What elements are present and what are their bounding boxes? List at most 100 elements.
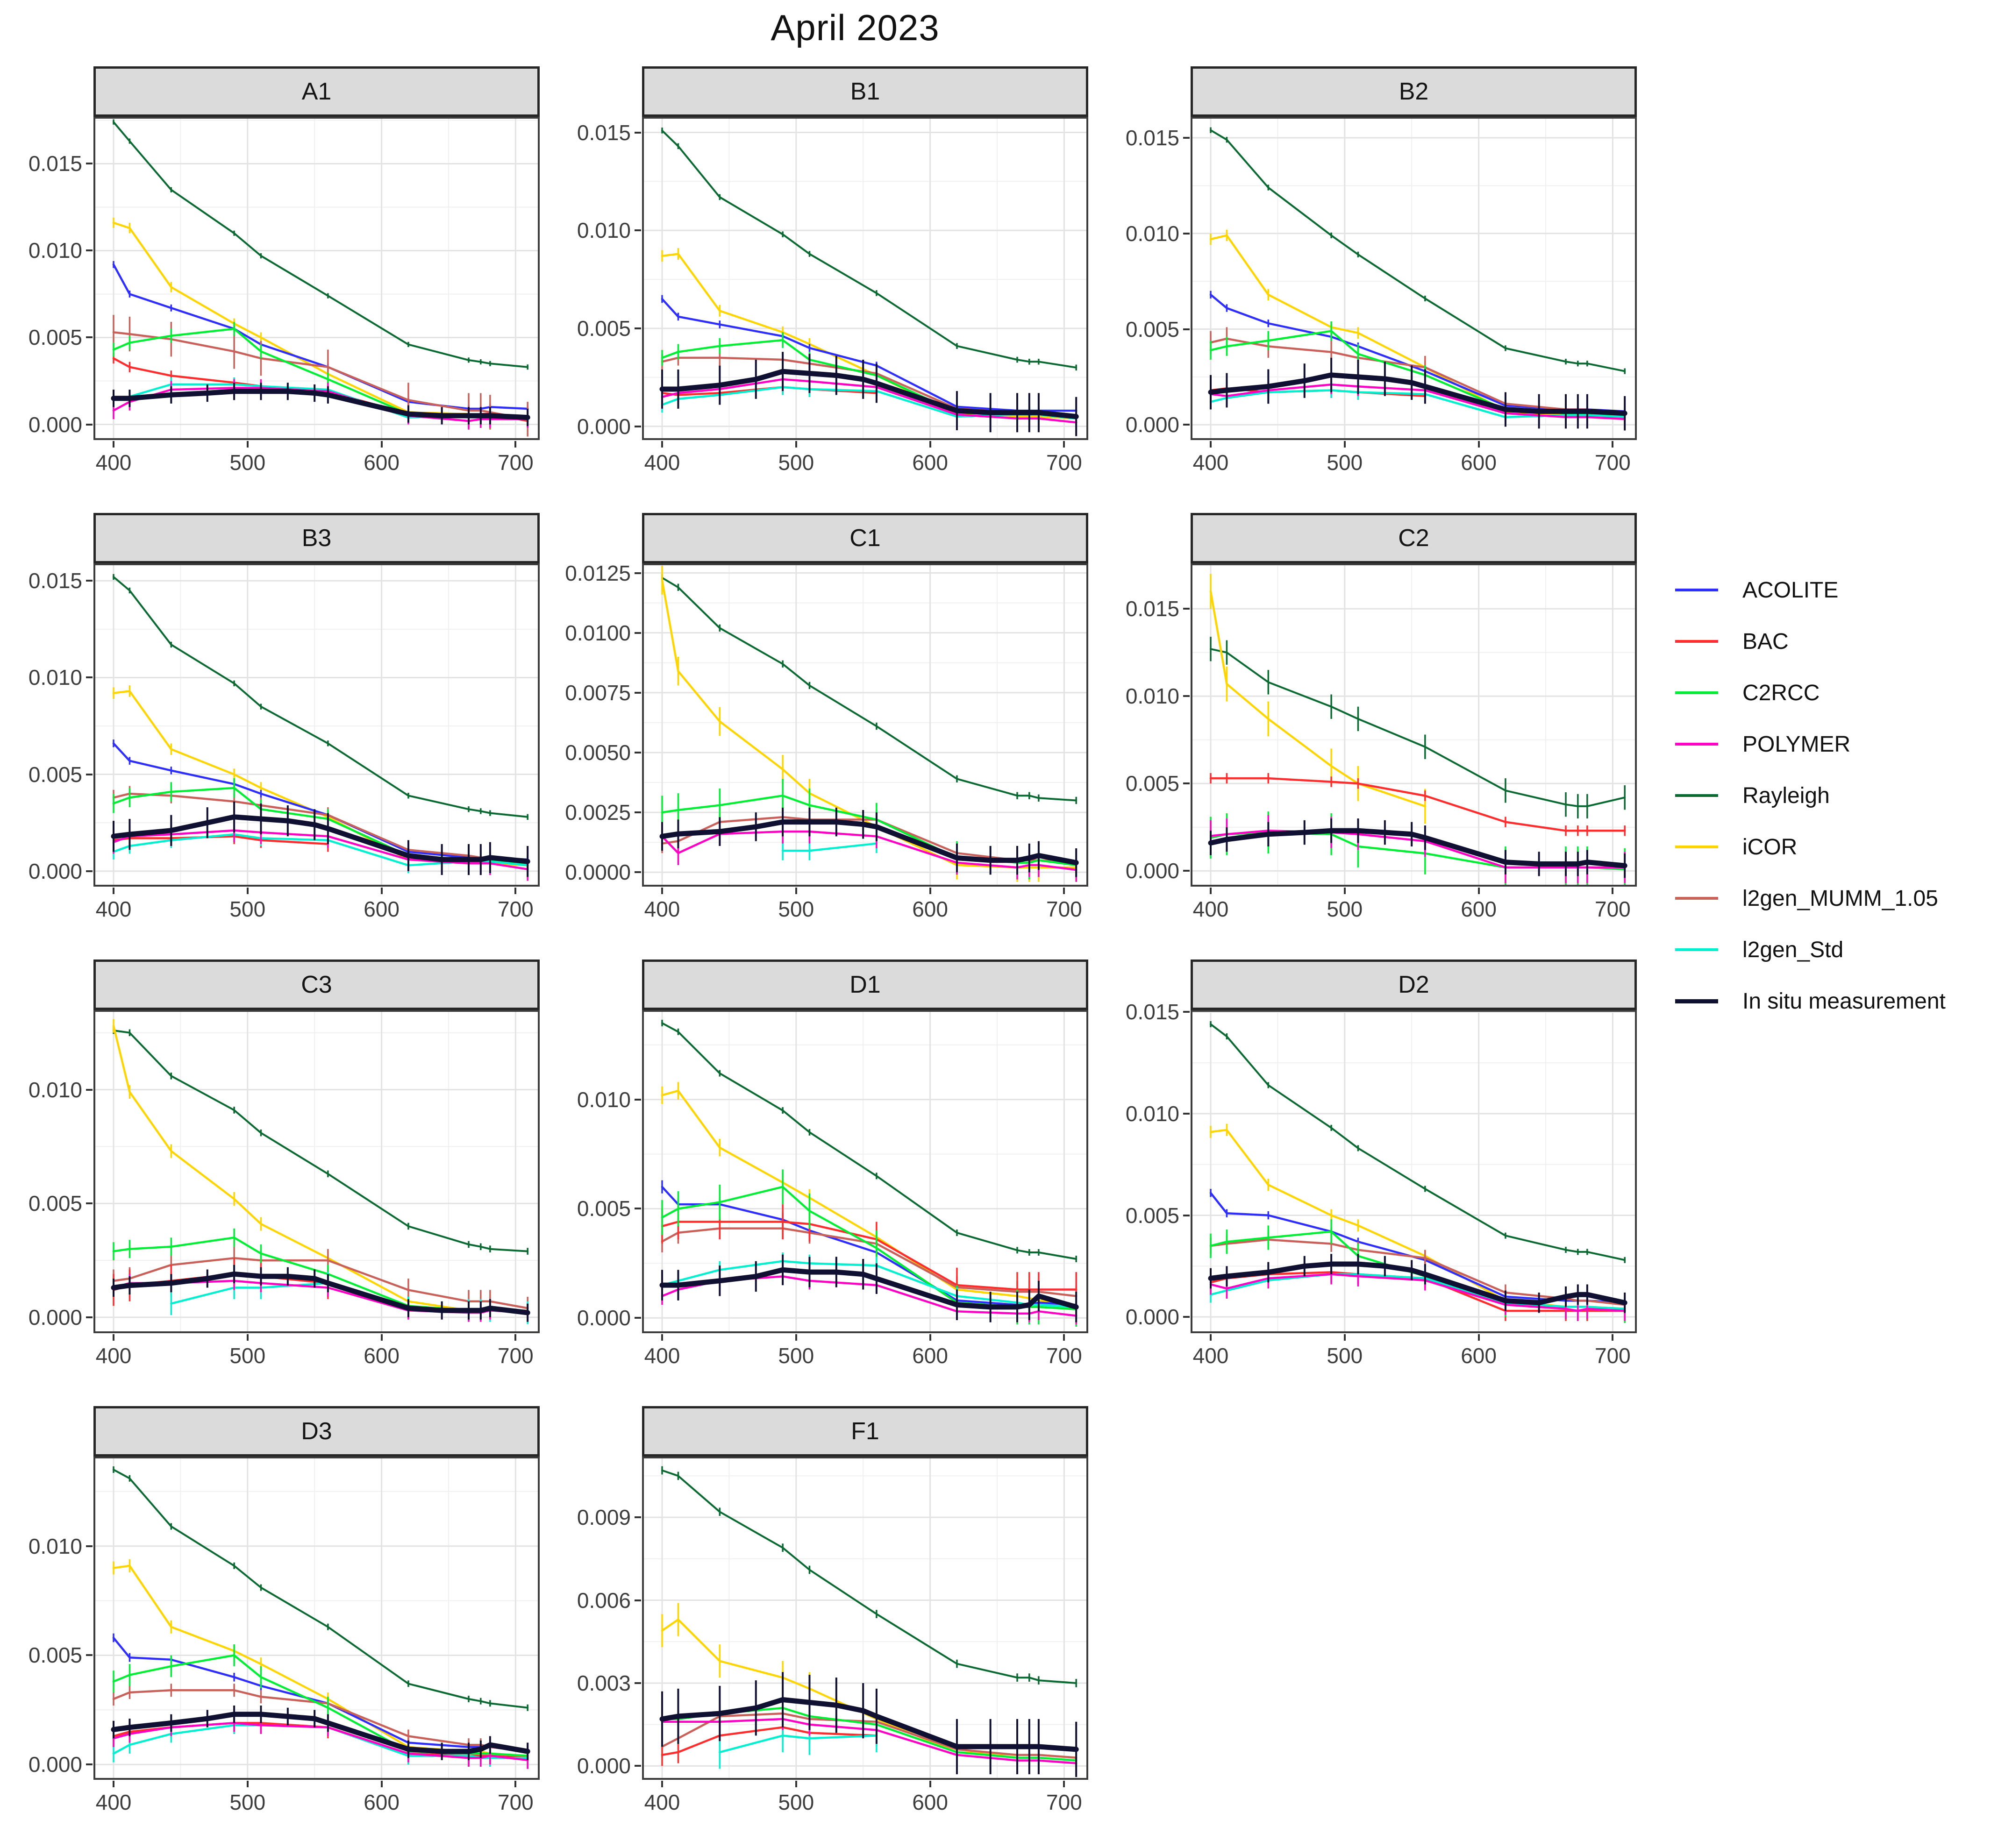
x-tick-label: 600 — [364, 450, 400, 475]
series-line-in-situ-measurement — [111, 1712, 530, 1754]
x-tick-label: 500 — [778, 1790, 814, 1814]
y-tick-mark — [86, 1654, 93, 1656]
x-tick-label: 500 — [229, 450, 266, 475]
y-tick-label: 0.005 — [28, 762, 82, 787]
y-tick-label: 0.009 — [577, 1505, 631, 1530]
y-tick-mark — [635, 572, 641, 574]
x-tick-mark — [246, 441, 249, 448]
y-tick-label: 0.000 — [28, 412, 82, 437]
series-line-in-situ-measurement — [659, 1697, 1079, 1752]
x-tick-label: 400 — [644, 1790, 680, 1814]
legend-label: ACOLITE — [1742, 577, 1839, 603]
series-line-in-situ-measurement — [111, 814, 530, 864]
y-tick-label: 0.010 — [1125, 221, 1179, 246]
series-line-bac — [1209, 777, 1626, 832]
x-tick-mark — [1477, 1334, 1480, 1341]
y-tick-mark — [86, 249, 93, 252]
plot-area-A1 — [93, 117, 540, 440]
series-line-rayleigh — [661, 129, 1078, 369]
x-tick-label: 600 — [912, 450, 948, 475]
series-line-rayleigh — [1210, 648, 1626, 807]
x-tick-mark — [929, 1781, 931, 1787]
x-tick-label: 400 — [1192, 1343, 1229, 1368]
y-tick-mark — [635, 327, 641, 329]
y-tick-mark — [1183, 232, 1190, 235]
facet-strip-label: D1 — [849, 971, 881, 998]
plot-area-F1 — [642, 1457, 1088, 1780]
x-tick-label: 600 — [912, 1790, 948, 1814]
y-tick-mark — [635, 1516, 641, 1519]
y-tick-label: 0.005 — [577, 316, 631, 341]
x-tick-mark — [380, 441, 383, 448]
x-tick-mark — [246, 1334, 249, 1341]
legend-line-swatch — [1675, 743, 1718, 746]
y-tick-mark — [1183, 137, 1190, 139]
series-line-l2gen-mumm-1-05 — [112, 1257, 529, 1309]
legend-label: Rayleigh — [1742, 783, 1830, 808]
y-tick-mark — [86, 1545, 93, 1547]
x-tick-label: 700 — [498, 1790, 534, 1814]
plot-area-B3 — [93, 563, 540, 887]
x-tick-label: 400 — [644, 897, 680, 921]
facet-panel-D1: D1 0.000 0.005 0.010 400 500 600 700 — [549, 960, 1091, 1401]
y-tick-mark — [86, 423, 93, 426]
series-line-rayleigh — [1210, 1023, 1626, 1261]
plot-area-C1 — [642, 563, 1088, 887]
legend-line-swatch — [1675, 640, 1718, 643]
y-tick-mark — [635, 1682, 641, 1684]
legend-entry-c2rcc: C2RCC — [1675, 667, 1984, 718]
facet-panel-A1: A1 0.000 0.005 0.010 0.015 400 500 600 700 — [0, 66, 542, 508]
facet-strip-label: C3 — [301, 971, 332, 998]
y-tick-mark — [86, 870, 93, 872]
x-tick-mark — [380, 888, 383, 894]
legend-line-swatch — [1675, 794, 1718, 797]
facet-panel-C1: C1 0.0000 0.0025 0.0050 0.0075 0.0100 0.0125 40… — [549, 513, 1091, 955]
facet-panel-D2: D2 0.000 0.005 0.010 0.015 400 500 600 700 — [1097, 960, 1639, 1401]
y-tick-label: 0.0075 — [565, 680, 631, 705]
y-tick-mark — [86, 336, 93, 339]
x-tick-mark — [113, 1334, 115, 1341]
y-tick-label: 0.006 — [577, 1588, 631, 1613]
x-tick-label: 600 — [912, 1343, 948, 1368]
x-tick-mark — [661, 888, 664, 894]
x-tick-mark — [1612, 441, 1614, 448]
facet-panel-B1: B1 0.000 0.005 0.010 0.015 400 500 600 700 — [549, 66, 1091, 508]
facet-panel-B2: B2 0.000 0.005 0.010 0.015 400 500 600 700 — [1097, 66, 1639, 508]
x-tick-label: 400 — [95, 450, 132, 475]
y-tick-label: 0.0125 — [565, 561, 631, 585]
legend-label: POLYMER — [1742, 732, 1851, 757]
y-tick-mark — [86, 1763, 93, 1766]
x-tick-label: 400 — [95, 1343, 132, 1368]
x-tick-label: 600 — [912, 897, 948, 921]
facet-strip: D1 — [642, 960, 1088, 1010]
facet-strip: C1 — [642, 513, 1088, 563]
legend-label: In situ measurement — [1742, 988, 1946, 1014]
y-tick-label: 0.005 — [1125, 771, 1179, 796]
x-tick-mark — [1063, 888, 1065, 894]
x-tick-label: 600 — [364, 897, 400, 921]
x-tick-mark — [929, 888, 931, 894]
series-line-in-situ-measurement — [111, 1271, 530, 1315]
x-tick-mark — [113, 1781, 115, 1787]
x-tick-mark — [514, 1781, 517, 1787]
series-line-l2gen-mumm-1-05 — [1209, 1238, 1626, 1306]
facet-strip-label: B1 — [850, 78, 880, 105]
facet-panel-F1: F1 0.000 0.003 0.006 0.009 400 500 600 700 — [549, 1406, 1091, 1848]
x-tick-mark — [929, 441, 931, 448]
legend: ACOLITE BAC C2RCC POLYMER Rayleigh iCOR l2gen_… — [1675, 564, 1984, 1027]
plot-area-D2 — [1191, 1010, 1637, 1333]
y-tick-mark — [635, 811, 641, 814]
y-tick-mark — [86, 1088, 93, 1091]
y-tick-label: 0.010 — [1125, 684, 1179, 709]
x-tick-label: 500 — [229, 1343, 266, 1368]
series-line-in-situ-measurement — [1208, 372, 1627, 416]
x-tick-label: 700 — [498, 1343, 534, 1368]
y-tick-label: 0.000 — [1125, 859, 1179, 883]
legend-line-swatch — [1675, 897, 1718, 900]
y-tick-label: 0.010 — [577, 218, 631, 243]
y-tick-mark — [635, 229, 641, 232]
facet-strip-label: B2 — [1399, 78, 1429, 105]
y-tick-mark — [635, 691, 641, 694]
x-tick-mark — [380, 1781, 383, 1787]
